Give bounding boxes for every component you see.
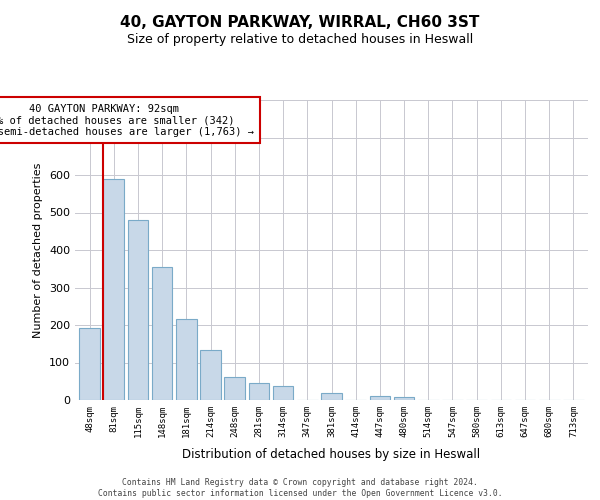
Bar [273, 386, 293, 400]
Text: 40, GAYTON PARKWAY, WIRRAL, CH60 3ST: 40, GAYTON PARKWAY, WIRRAL, CH60 3ST [121, 15, 479, 30]
Bar [370, 396, 390, 400]
Bar [224, 377, 245, 400]
Text: 40 GAYTON PARKWAY: 92sqm
← 16% of detached houses are smaller (342)
84% of semi-: 40 GAYTON PARKWAY: 92sqm ← 16% of detach… [0, 104, 254, 137]
Bar [128, 220, 148, 400]
Bar [79, 328, 100, 400]
Bar [394, 397, 415, 400]
Text: Contains HM Land Registry data © Crown copyright and database right 2024.
Contai: Contains HM Land Registry data © Crown c… [98, 478, 502, 498]
Bar [248, 383, 269, 400]
X-axis label: Distribution of detached houses by size in Heswall: Distribution of detached houses by size … [182, 448, 481, 461]
Bar [103, 179, 124, 400]
Text: Size of property relative to detached houses in Heswall: Size of property relative to detached ho… [127, 32, 473, 46]
Bar [321, 393, 342, 400]
Bar [200, 350, 221, 400]
Bar [176, 318, 197, 400]
Y-axis label: Number of detached properties: Number of detached properties [34, 162, 43, 338]
Bar [152, 267, 172, 400]
